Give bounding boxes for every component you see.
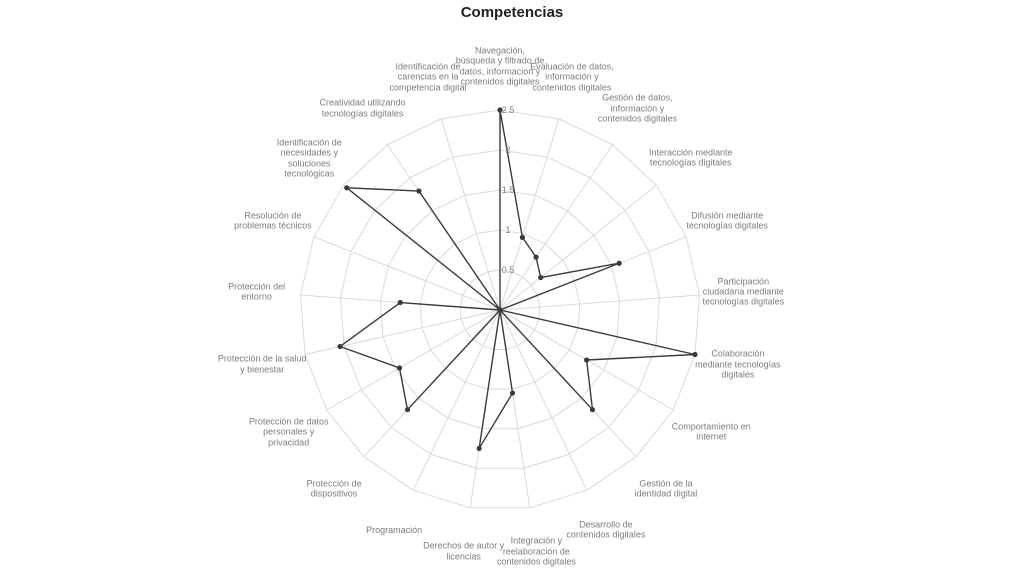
radar-chart: 0.511.522.5Navegación, búsqueda y filtra…: [0, 0, 1024, 576]
